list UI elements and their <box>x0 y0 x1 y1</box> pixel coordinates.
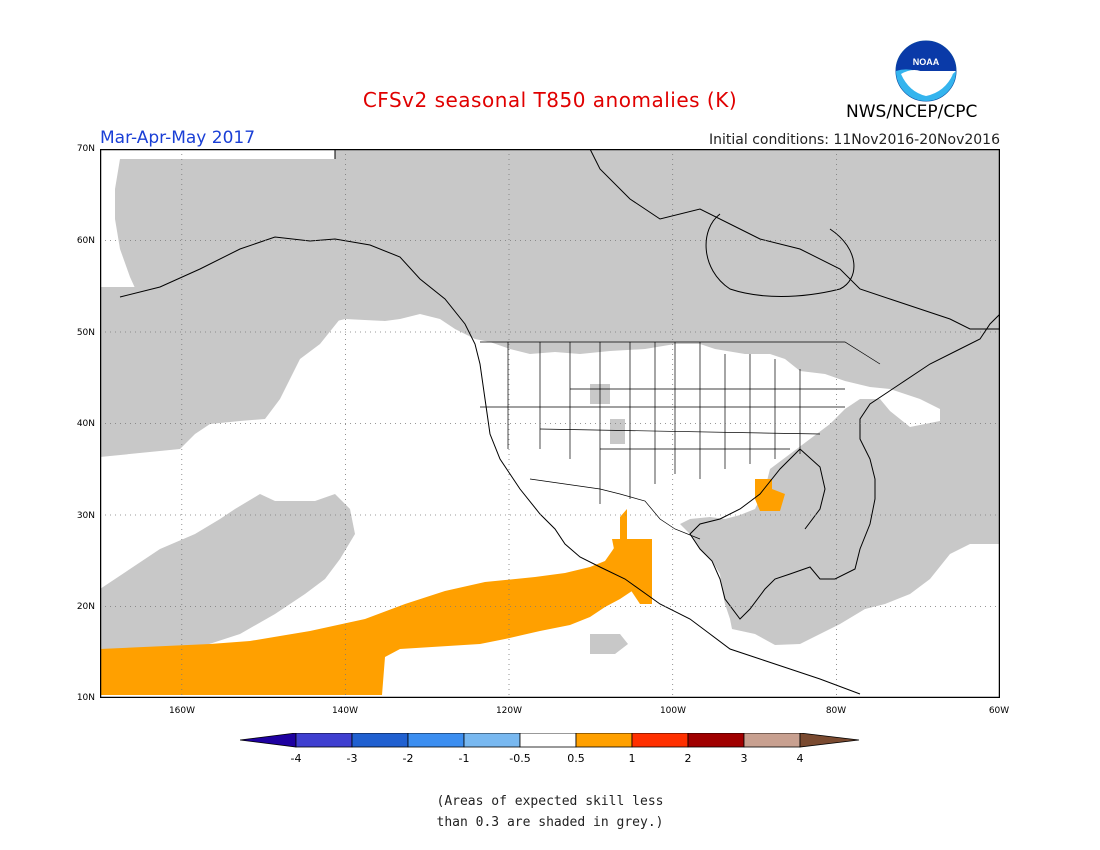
coastlines <box>119 149 1000 695</box>
skill-footnote: (Areas of expected skill less than 0.3 a… <box>0 791 1100 833</box>
lon-label-120w: 120W <box>495 706 523 716</box>
footnote-line-1: (Areas of expected skill less <box>436 794 664 809</box>
colorbar-label: 3 <box>740 752 748 765</box>
lon-label-60w: 60W <box>988 706 1010 716</box>
colorbar-swatch <box>295 733 353 748</box>
colorbar-swatch <box>743 733 801 748</box>
lat-label-30n: 30N <box>76 511 95 521</box>
colorbar-label: 4 <box>796 752 804 765</box>
colorbar <box>240 733 860 748</box>
noaa-logo: NOAA <box>895 40 957 102</box>
colorbar-label: -1 <box>458 752 470 765</box>
lat-label-70n: 70N <box>76 144 95 154</box>
agency-label: NWS/NCEP/CPC <box>846 102 978 122</box>
map-border <box>100 149 1000 698</box>
lon-label-100w: 100W <box>659 706 687 716</box>
colorbar-arrow-right <box>799 733 860 748</box>
gridlines <box>100 149 1000 698</box>
colorbar-swatch <box>631 733 689 748</box>
colorbar-label: 1 <box>628 752 636 765</box>
colorbar-swatch <box>407 733 465 748</box>
colorbar-label: -2 <box>402 752 414 765</box>
political-boundaries <box>480 341 881 540</box>
colorbar-swatch <box>575 733 633 748</box>
lat-label-60n: 60N <box>76 236 95 246</box>
lon-label-80w: 80W <box>825 706 847 716</box>
lat-label-20n: 20N <box>76 602 95 612</box>
colorbar-swatch <box>351 733 409 748</box>
lat-label-40n: 40N <box>76 419 95 429</box>
colorbar-label: -3 <box>346 752 358 765</box>
footnote-line-2: than 0.3 are shaded in grey.) <box>436 815 664 830</box>
logo-text: NOAA <box>913 57 940 67</box>
colorbar-swatch <box>519 733 577 748</box>
initial-conditions-label: Initial conditions: 11Nov2016-20Nov2016 <box>709 132 1000 148</box>
colorbar-label: 0.5 <box>567 752 585 765</box>
colorbar-swatch <box>687 733 745 748</box>
warm-anomaly-shading <box>100 479 785 695</box>
colorbar-swatch <box>463 733 521 748</box>
lat-label-10n: 10N <box>76 693 95 703</box>
lon-label-140w: 140W <box>331 706 359 716</box>
season-label: Mar-Apr-May 2017 <box>100 128 256 148</box>
lon-label-160w: 160W <box>168 706 196 716</box>
colorbar-label: -4 <box>290 752 302 765</box>
colorbar-label: -0.5 <box>509 752 531 765</box>
anomaly-map <box>100 149 1000 698</box>
colorbar-arrow-left <box>240 733 297 748</box>
chart-title: CFSv2 seasonal T850 anomalies (K) <box>362 88 738 112</box>
lat-label-50n: 50N <box>76 328 95 338</box>
low-skill-shading <box>100 149 1000 654</box>
colorbar-label: 2 <box>684 752 692 765</box>
